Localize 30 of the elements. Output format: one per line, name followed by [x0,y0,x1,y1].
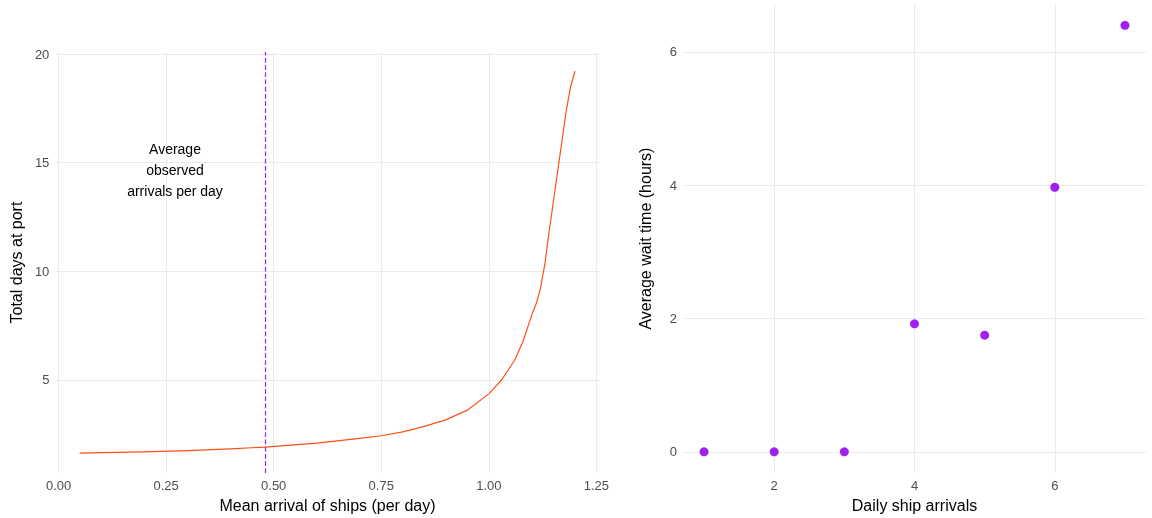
y-tick-label: 0 [669,444,677,460]
point [910,319,919,329]
point [769,447,779,457]
point [699,447,709,457]
point [980,330,990,340]
x-tick-label: 0.50 [261,478,287,494]
point [839,447,849,457]
point [1050,182,1060,192]
x-tick-label: 0.00 [45,478,72,494]
y-tick-label: 6 [669,44,677,60]
x-axis-title: Daily ship arrivals [851,496,978,514]
x-tick-label: 1.00 [476,478,502,494]
y-tick-label: 2 [669,311,677,327]
x-tick-label: 0.25 [153,478,179,494]
y-axis-title: Total days at port [7,201,25,324]
point [1120,20,1130,30]
y-tick-label: 20 [34,46,50,62]
x-tick-label: 4 [910,478,919,494]
x-axis-title: Mean arrival of ships (per day) [219,496,436,514]
annotation: Average observed arrivals per day [127,141,223,199]
y-axis-title: Average wait time (hours) [636,147,654,330]
x-tick-label: 1.25 [583,478,610,494]
x-tick-label: 6 [1051,478,1059,494]
line-series [79,70,576,454]
x-tick-label: 0.75 [368,478,394,494]
y-tick-label: 15 [34,155,50,171]
y-tick-label: 10 [34,263,50,279]
y-tick-label: 4 [669,177,677,193]
y-tick-label: 5 [42,372,50,388]
x-tick-label: 2 [770,478,778,494]
